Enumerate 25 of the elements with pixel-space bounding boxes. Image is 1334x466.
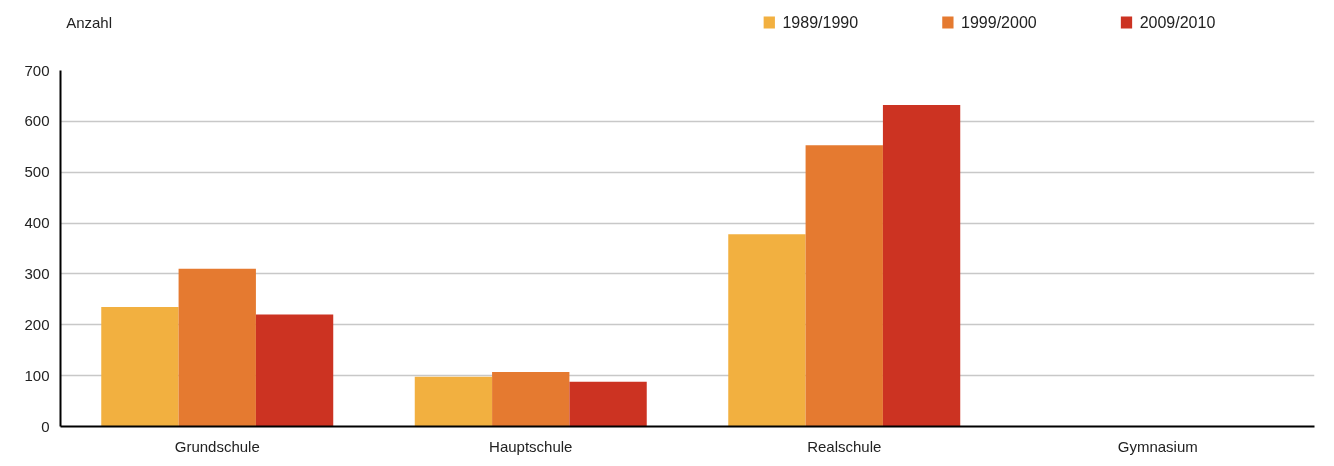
- y-tick-label: 300: [24, 264, 50, 282]
- x-tick-label: Gymnasium: [1117, 437, 1198, 455]
- bar: [178, 268, 256, 427]
- bar: [101, 306, 179, 427]
- x-tick-label: Grundschule: [174, 437, 260, 455]
- bar: [728, 234, 806, 427]
- bar: [569, 381, 647, 427]
- y-tick-label: 600: [24, 112, 50, 130]
- bar: [882, 105, 961, 427]
- bar: [414, 376, 493, 427]
- y-tick-label: 400: [24, 214, 50, 232]
- legend-label: 2009/2010: [1139, 14, 1216, 31]
- y-axis-title: Anzahl: [66, 14, 113, 31]
- legend-label: 1989/1990: [782, 14, 859, 31]
- y-tick-label: 200: [24, 315, 50, 333]
- y-tick-label: 100: [24, 366, 50, 384]
- x-tick-label: Hauptschule: [489, 437, 573, 455]
- y-tick-label: 500: [24, 163, 50, 181]
- x-tick-label: Realschule: [807, 437, 882, 455]
- bar: [805, 145, 883, 427]
- y-tick-label: 0: [41, 417, 50, 435]
- legend-label: 1999/2000: [961, 14, 1037, 31]
- bar: [255, 314, 334, 427]
- bar: [492, 372, 570, 427]
- y-tick-label: 700: [24, 61, 50, 79]
